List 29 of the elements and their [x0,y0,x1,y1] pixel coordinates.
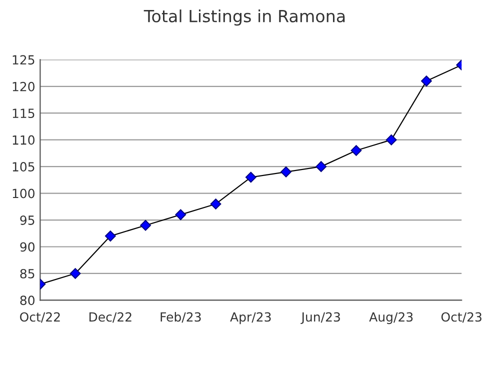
point [421,76,432,86]
point [316,161,327,172]
y-tick-label: 95 [20,215,34,225]
point [350,145,362,156]
y-tick-label: 80 [20,296,34,306]
point [210,198,222,210]
y-tick-label: 125 [12,55,34,65]
y-tick-label: 100 [12,188,34,198]
x-tick-label: Oct/22 [20,312,60,323]
y-tick-label: 85 [20,268,34,278]
point [175,209,186,220]
point [140,220,151,231]
point [386,134,397,146]
x-tick-label: Dec/22 [89,312,132,323]
y-tick-label: 115 [12,108,34,118]
point [70,268,81,279]
x-tick-label: Jun/23 [300,312,340,324]
y-tick-label: 120 [12,82,34,92]
y-tick-label: 105 [12,162,34,172]
chart-title: Total Listings in Ramona [144,10,345,26]
y-tick-label: 110 [12,135,34,145]
x-tick-label: Aug/23 [369,312,413,324]
y-tick-label: 90 [20,242,34,252]
x-tick-label: Oct/23 [441,312,482,323]
point [245,172,256,183]
x-tick-label: Apr/23 [230,312,271,324]
point [280,166,292,178]
x-tick-label: Feb/23 [160,312,201,323]
point [104,230,116,242]
